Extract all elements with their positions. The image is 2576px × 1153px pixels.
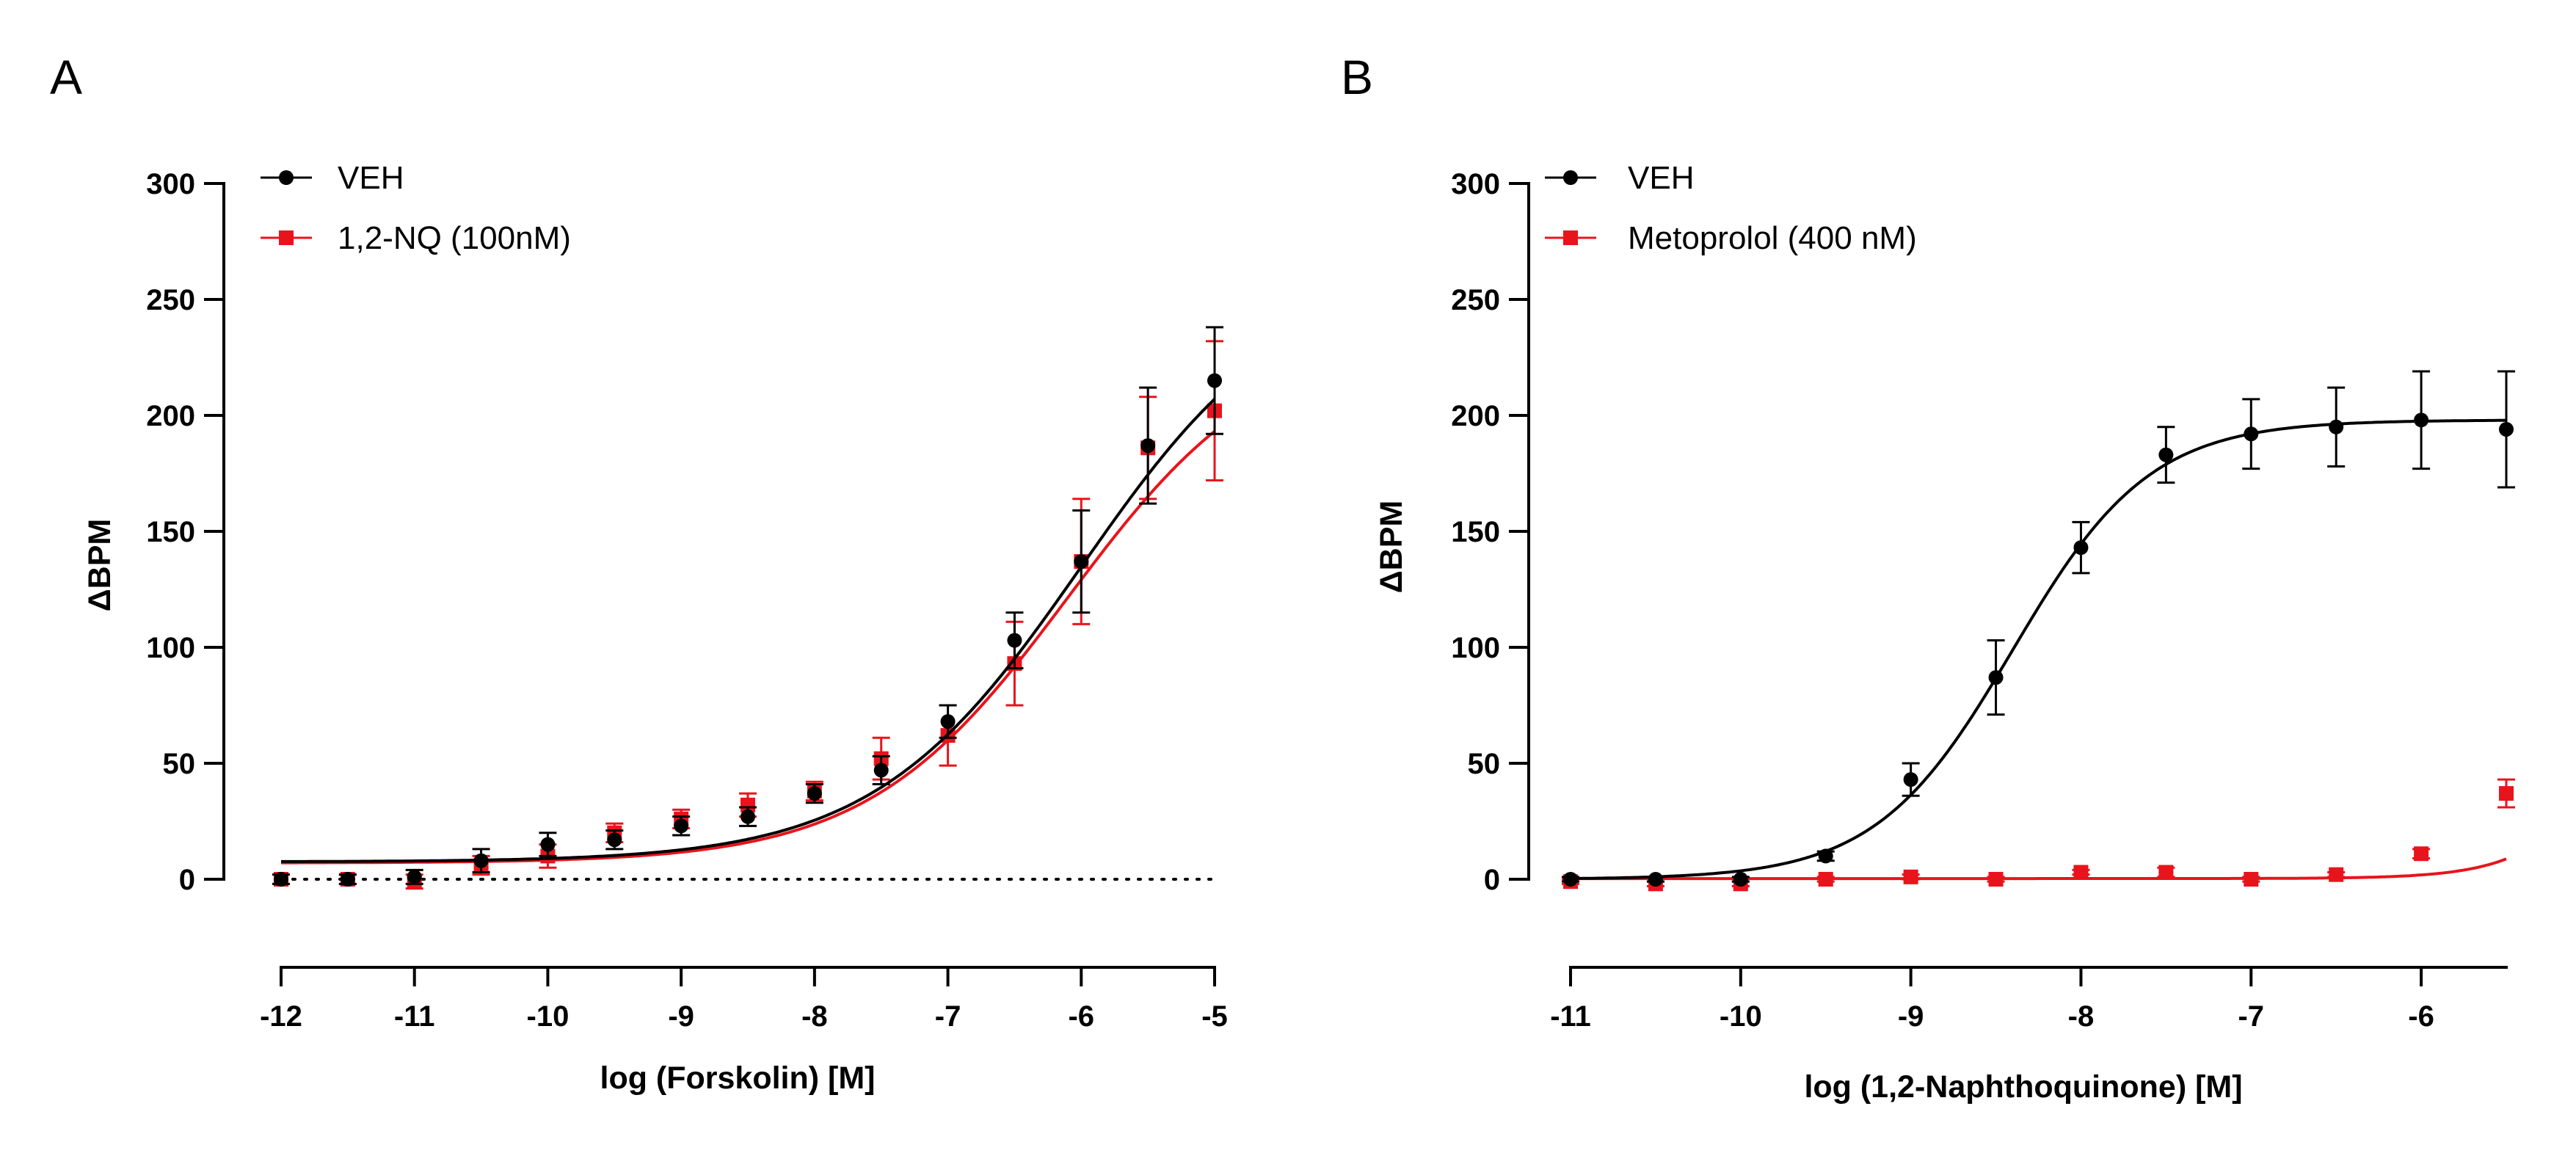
panel-b-y-tick-label: 300 <box>1451 168 1500 200</box>
panel-a-x-tick-label: -12 <box>260 1000 302 1033</box>
panel-a-y-tick-label: 0 <box>179 864 195 896</box>
panel-a-x-tick-label: -9 <box>668 1000 694 1033</box>
panel-b-veh-point <box>1988 670 2004 685</box>
panel-b-x-ticks: -11 -10 -9 -8 -7 -6 <box>1550 967 2434 1033</box>
panel-b-y-tick-label: 0 <box>1484 864 1500 896</box>
panel-a-y-tick-label: 150 <box>146 516 195 548</box>
panel-b-veh-point <box>1563 872 1578 887</box>
panel-a-treated-point <box>741 797 755 812</box>
panel-a-series-veh <box>272 326 1223 887</box>
legend-circle-marker <box>1563 170 1578 185</box>
panel-b-veh-point <box>2073 540 2089 556</box>
panel-a-x-ticks: -12 -11 -10 -9 -8 -7 -6 -5 <box>260 967 1228 1033</box>
panel-b-veh-point <box>1818 848 1833 864</box>
panel-a-legend-label-veh: VEH <box>338 160 404 196</box>
legend-circle-marker <box>279 170 294 185</box>
panel-a-veh-point <box>674 818 689 834</box>
panel-b-y-tick-label: 200 <box>1451 400 1500 432</box>
panel-b-x-tick-label: -9 <box>1898 1000 1924 1033</box>
panel-b-y-tick-label: 100 <box>1451 632 1500 664</box>
panel-b-veh-point <box>1903 772 1918 788</box>
panel-b-x-tick-label: -10 <box>1720 1000 1762 1033</box>
panel-a-x-tick-label: -6 <box>1068 1000 1094 1033</box>
panel-a-veh-point <box>274 872 288 887</box>
panel-a-veh-point <box>607 832 622 848</box>
panel-b-treated-point <box>1818 872 1833 887</box>
panel-a-veh-point <box>1140 438 1156 454</box>
panel-b-y-tick-label: 250 <box>1451 284 1500 316</box>
panel-b-x-tick-label: -6 <box>2408 1000 2434 1033</box>
panel-a-y-tick-label: 300 <box>146 168 195 200</box>
panel-a-veh-fit-curve <box>281 398 1216 863</box>
panel-a-veh-point <box>540 837 556 852</box>
panel-a-legend: VEH 1,2-NQ (100nM) <box>261 160 571 256</box>
panel-a-x-axis-title: log (Forskolin) [M] <box>600 1061 876 1096</box>
panel-b-x-tick-label: -11 <box>1550 1000 1591 1033</box>
panel-b-veh-point <box>1648 872 1663 887</box>
panel-b-treated-point <box>2499 786 2514 801</box>
panel-a-y-axis-title: ΔBPM <box>82 519 117 611</box>
panel-a-y-tick-label: 250 <box>146 284 195 316</box>
panel-a-x-tick-label: -10 <box>527 1000 570 1033</box>
panel-a-y-ticks: 0 50 100 150 200 250 300 <box>146 168 224 896</box>
legend-square-marker <box>279 230 294 245</box>
panel-b-treated-point <box>2073 865 2089 880</box>
panel-a-legend-item-veh: VEH <box>261 160 404 196</box>
panel-a-veh-point <box>807 786 822 801</box>
panel-b-treated-point <box>2244 872 2259 887</box>
panel-a-y-tick-label: 100 <box>146 632 195 664</box>
panel-b-veh-point <box>2414 412 2429 428</box>
panel-a-veh-point <box>1007 633 1022 648</box>
panel-b-veh-point <box>1733 872 1748 887</box>
panel-a: A 0 50 100 150 200 250 300 -12 -11 -10 -9 -8 -7 -6 -5… <box>50 50 1228 1096</box>
panel-b-x-tick-label: -8 <box>2068 1000 2095 1033</box>
panel-b-veh-point <box>2158 447 2174 462</box>
panel-a-veh-point <box>1074 554 1089 570</box>
panel-b-legend-item-treated: Metoprolol (400 nM) <box>1545 220 1917 256</box>
panel-a-x-tick-label: -5 <box>1201 1000 1228 1033</box>
panel-b-x-tick-label: -7 <box>2238 1000 2264 1033</box>
panel-b-y-tick-label: 150 <box>1451 516 1500 548</box>
panel-b-treated-fit-curve <box>1571 857 2507 881</box>
panel-b: B 0 50 100 150 200 250 300 -11 -10 -9 -8 -7 -6 log … <box>1341 50 2515 1105</box>
panel-b-y-axis-title: ΔBPM <box>1374 501 1409 593</box>
panel-b-treated-point <box>2414 846 2429 862</box>
panel-a-legend-item-treated: 1,2-NQ (100nM) <box>261 220 571 256</box>
panel-a-veh-point <box>340 872 355 887</box>
panel-a-letter: A <box>50 50 82 104</box>
panel-b-legend-label-treated: Metoprolol (400 nM) <box>1628 220 1917 256</box>
panel-b-x-axis-title: log (1,2-Naphthoquinone) [M] <box>1804 1069 2242 1105</box>
panel-b-veh-point <box>2244 426 2259 442</box>
panel-b-veh-point <box>2499 421 2514 437</box>
panel-a-veh-point <box>473 853 489 868</box>
panel-a-veh-point <box>741 809 755 824</box>
panel-b-legend: VEH Metoprolol (400 nM) <box>1545 160 1917 256</box>
panel-b-veh-point <box>2329 419 2344 434</box>
panel-b-veh-fit-curve <box>1571 418 2506 880</box>
legend-square-marker <box>1563 230 1578 245</box>
panel-b-treated-point <box>1988 872 2004 887</box>
panel-b-treated-point <box>2158 865 2174 880</box>
panel-b-series-veh <box>1562 370 2515 887</box>
panel-a-x-tick-label: -8 <box>801 1000 828 1033</box>
panel-a-x-tick-label: -11 <box>394 1000 435 1033</box>
panel-b-legend-label-veh: VEH <box>1628 160 1694 196</box>
panel-b-y-tick-label: 50 <box>1468 748 1501 780</box>
panel-b-treated-point <box>2329 867 2344 882</box>
panel-a-veh-point <box>1207 373 1222 388</box>
panel-b-legend-item-veh: VEH <box>1545 160 1694 196</box>
panel-a-veh-point <box>407 869 422 884</box>
panel-b-y-ticks: 0 50 100 150 200 250 300 <box>1451 168 1529 896</box>
panel-a-y-tick-label: 200 <box>146 400 195 432</box>
panel-a-x-tick-label: -7 <box>935 1000 961 1033</box>
panel-b-treated-point <box>1903 869 1918 884</box>
panel-a-legend-label-treated: 1,2-NQ (100nM) <box>338 220 571 256</box>
panel-a-y-tick-label: 50 <box>163 748 196 780</box>
panel-b-letter: B <box>1341 50 1373 104</box>
panel-a-veh-point <box>873 763 889 778</box>
panel-a-veh-point <box>940 714 956 730</box>
